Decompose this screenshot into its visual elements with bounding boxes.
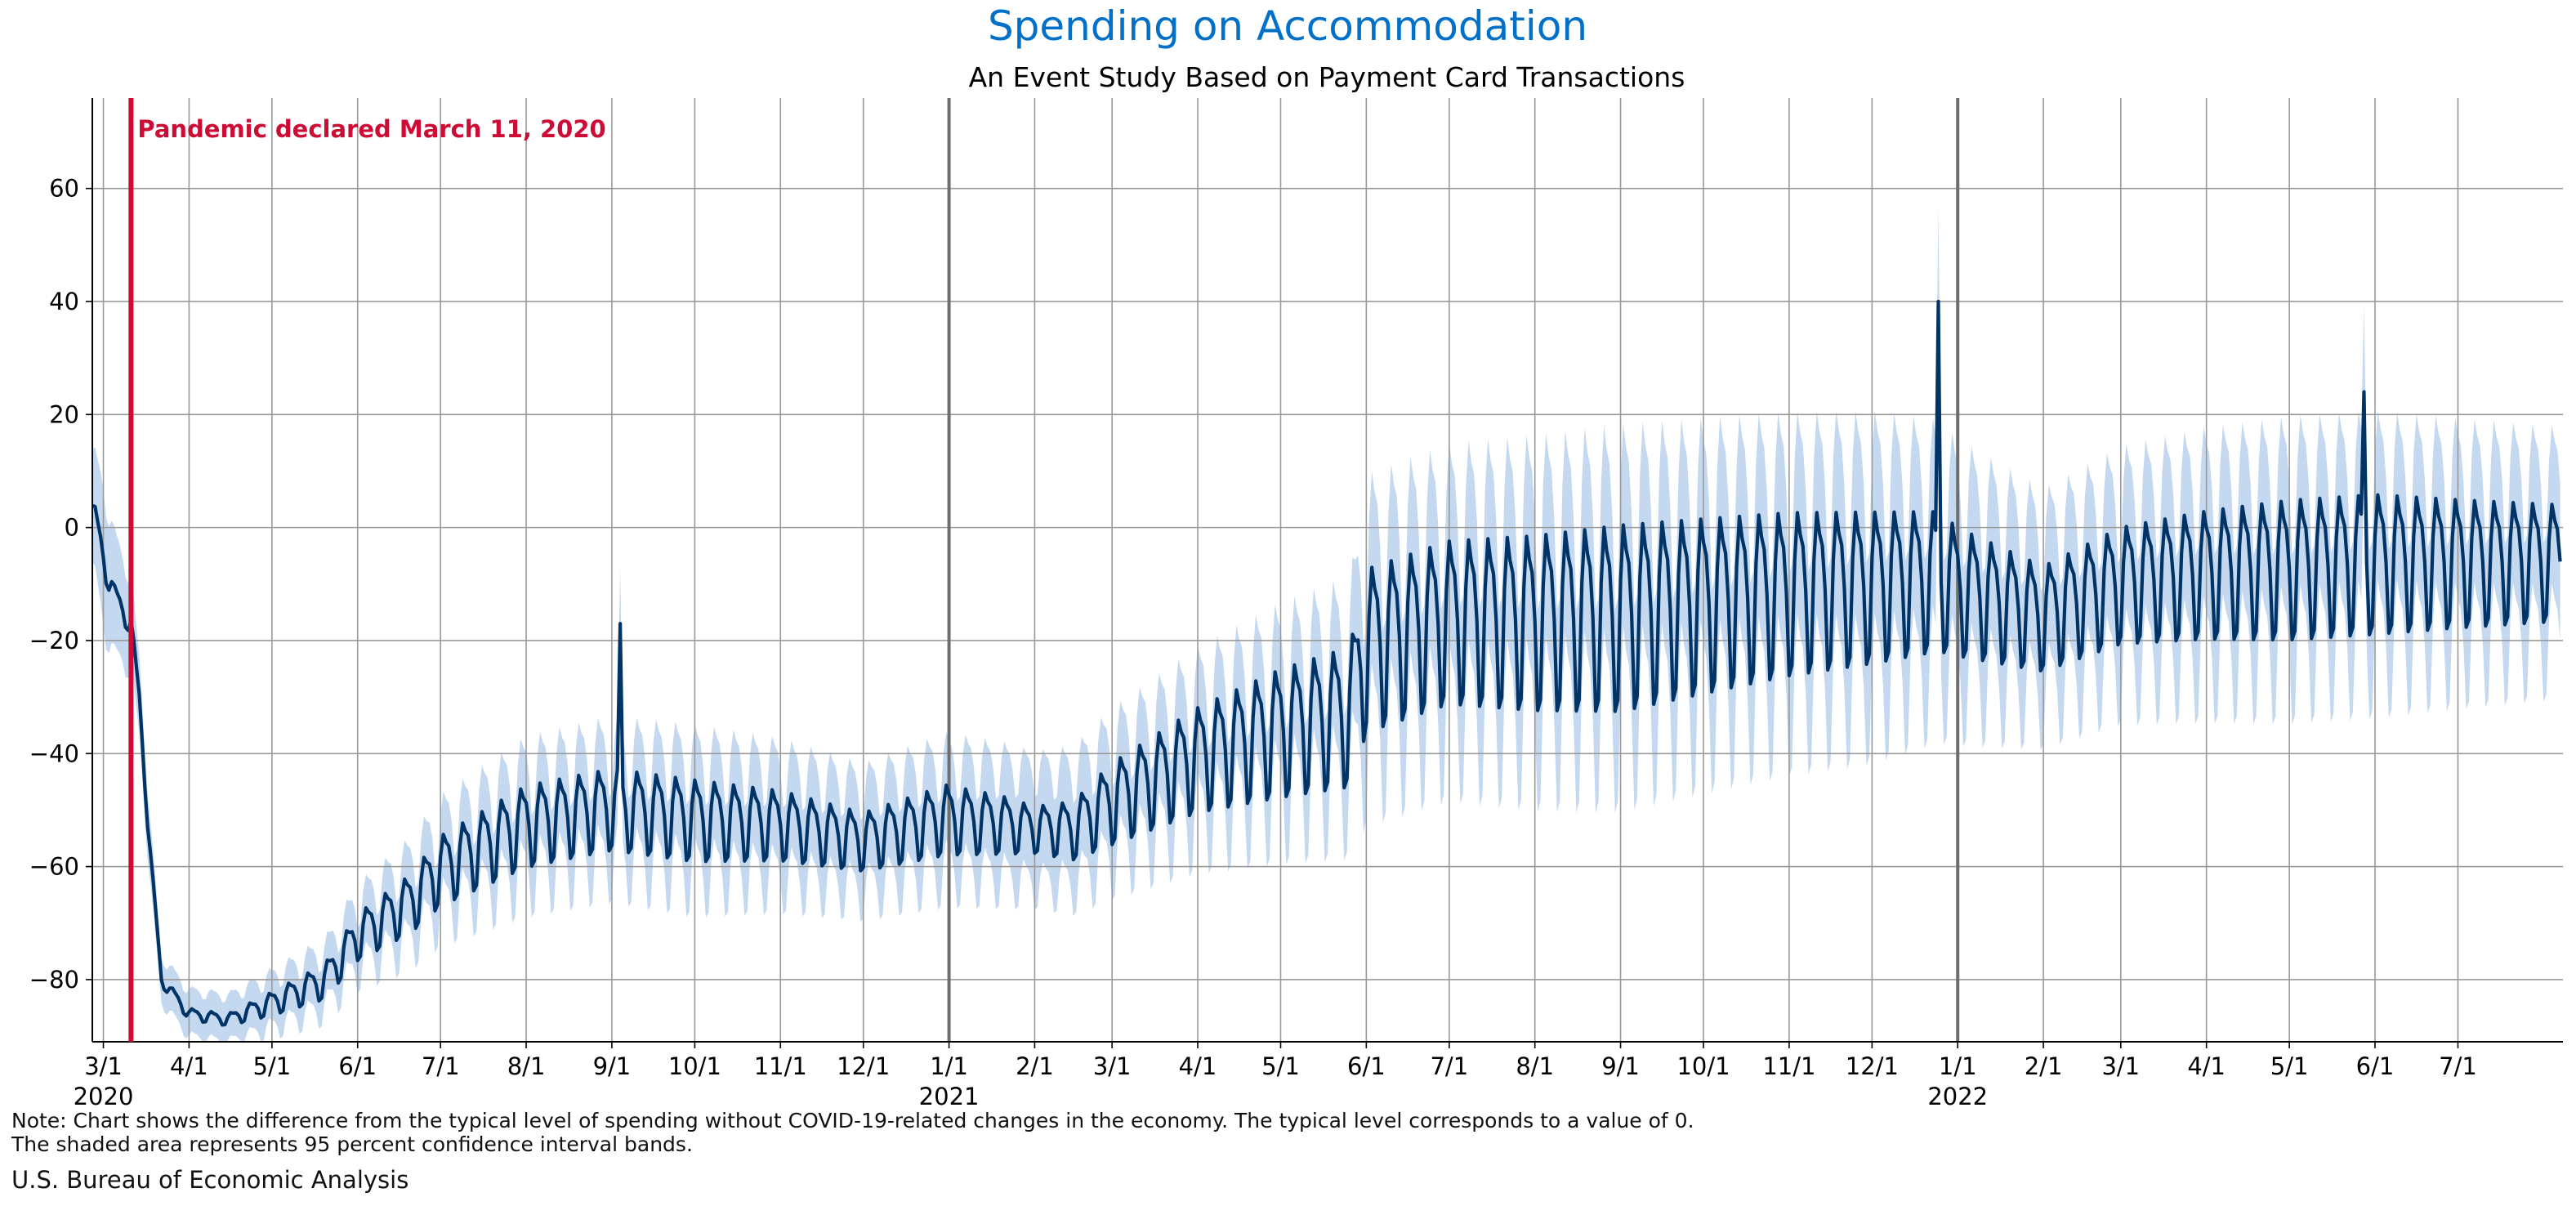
x-tick-label: 6/1 <box>2356 1052 2395 1080</box>
x-tick-label: 5/1 <box>1261 1052 1300 1080</box>
x-tick-label: 2/1 <box>2025 1052 2063 1080</box>
x-tick-label: 4/1 <box>170 1052 208 1080</box>
event-label-pandemic: Pandemic declared March 11, 2020 <box>137 115 605 143</box>
y-tick-label: −40 <box>29 739 79 767</box>
x-tick-label: 8/1 <box>1516 1052 1554 1080</box>
x-tick-label: 7/1 <box>1430 1052 1468 1080</box>
chart-note-line-2: The shaded area represents 95 percent co… <box>11 1132 693 1156</box>
chart-note-line-1: Note: Chart shows the difference from th… <box>11 1109 1694 1132</box>
source-label: U.S. Bureau of Economic Analysis <box>11 1166 409 1194</box>
x-tick-label: 4/1 <box>1179 1052 1217 1080</box>
x-tick-label: 8/1 <box>507 1052 546 1080</box>
y-tick-label: 40 <box>49 288 79 315</box>
x-tick-label: 12/1 <box>1846 1052 1899 1080</box>
y-tick-label: −80 <box>29 966 79 994</box>
y-tick-label: 60 <box>49 175 79 203</box>
x-tick-label: 12/1 <box>837 1052 890 1080</box>
x-tick-label: 6/1 <box>338 1052 377 1080</box>
y-tick-label: −20 <box>29 627 79 654</box>
x-tick-label: 9/1 <box>1601 1052 1640 1080</box>
x-tick-label: 7/1 <box>2439 1052 2477 1080</box>
y-tick-label: −60 <box>29 853 79 881</box>
confidence-band <box>92 208 2560 1042</box>
x-tick-label: 1/1 <box>1939 1052 1977 1080</box>
x-year-label: 2021 <box>919 1083 980 1110</box>
x-year-label: 2020 <box>74 1083 134 1110</box>
chart-subtitle: An Event Study Based on Payment Card Tra… <box>969 61 1685 93</box>
x-tick-label: 11/1 <box>754 1052 807 1080</box>
y-tick-label: 20 <box>49 400 79 428</box>
y-tick-label: 0 <box>65 514 79 542</box>
series-line-estimate <box>92 299 2562 1027</box>
x-tick-label: 2/1 <box>1016 1052 1054 1080</box>
x-tick-label: 6/1 <box>1347 1052 1386 1080</box>
x-tick-label: 11/1 <box>1762 1052 1815 1080</box>
chart-title: Spending on Accommodation <box>988 2 1587 50</box>
x-tick-label: 7/1 <box>422 1052 460 1080</box>
x-tick-label: 1/1 <box>930 1052 968 1080</box>
x-tick-label: 3/1 <box>1093 1052 1132 1080</box>
x-tick-label: 3/1 <box>84 1052 123 1080</box>
x-tick-label: 4/1 <box>2187 1052 2226 1080</box>
x-tick-label: 10/1 <box>668 1052 721 1080</box>
x-tick-label: 5/1 <box>2270 1052 2309 1080</box>
x-tick-label: 10/1 <box>1676 1052 1730 1080</box>
x-tick-label: 5/1 <box>253 1052 292 1080</box>
x-tick-label: 9/1 <box>593 1052 632 1080</box>
x-year-label: 2022 <box>1927 1083 1988 1110</box>
x-tick-label: 3/1 <box>2101 1052 2140 1080</box>
plot-area: 60 40 20 0 −20 −40 −60 −80 3/1 2020 4/1 5/1 6/1 7/1 8/… <box>29 98 2563 1110</box>
